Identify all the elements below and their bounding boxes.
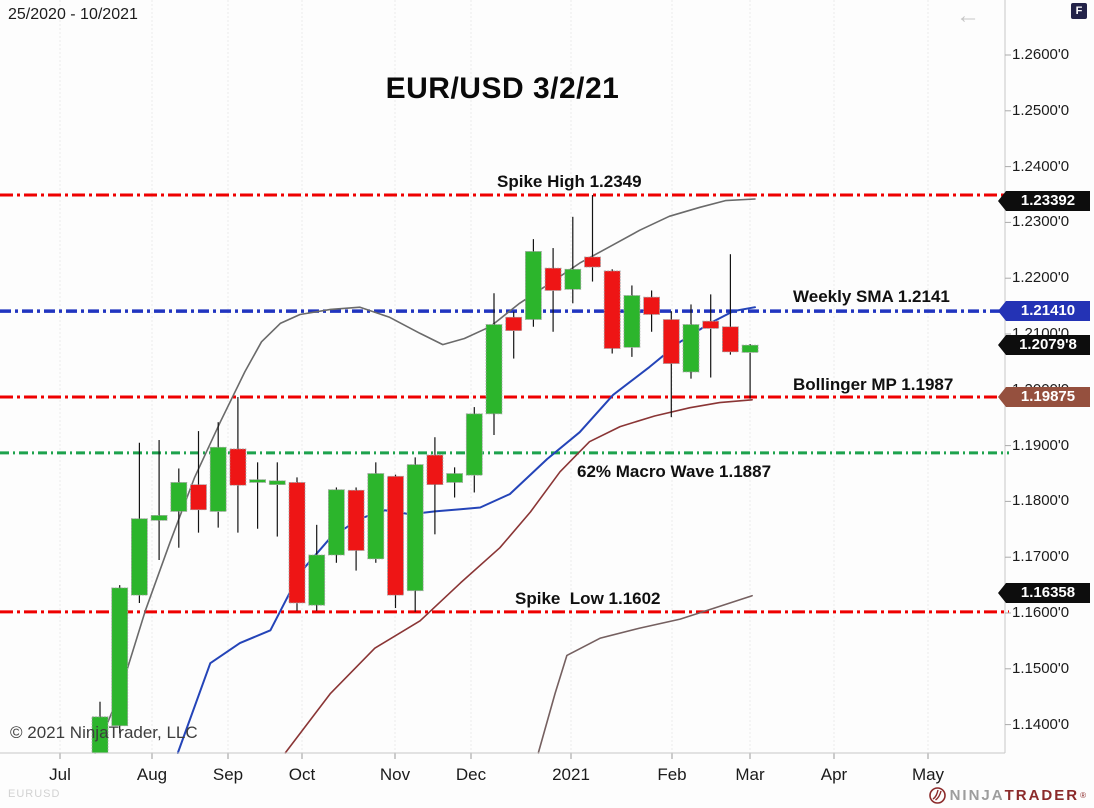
- annotation-spike-high: Spike High 1.2349: [497, 172, 642, 192]
- candle-body: [722, 326, 739, 353]
- annotation-weekly-sma: Weekly SMA 1.2141: [793, 287, 950, 307]
- price-badge: 1.16358: [998, 583, 1090, 604]
- time-axis-label: Nov: [379, 765, 411, 784]
- candle-body: [268, 480, 286, 486]
- time-axis-label: Jul: [49, 765, 71, 784]
- price-axis-label: 1.2200'0: [1012, 269, 1070, 287]
- time-axis-label: 2021: [552, 765, 590, 784]
- price-axis-label: 1.1700'0: [1012, 548, 1070, 566]
- candle-body: [603, 270, 621, 349]
- candle-body: [505, 316, 523, 332]
- candle-body: [623, 295, 641, 348]
- candle-body: [190, 484, 207, 511]
- candle-body: [406, 464, 424, 592]
- annotation-macro-wave: 62% Macro Wave 1.1887: [577, 461, 772, 481]
- candle-body: [308, 554, 326, 606]
- candle-body: [367, 473, 385, 560]
- price-badge-arrow: [998, 335, 1006, 356]
- time-axis-label: Oct: [288, 765, 316, 784]
- candle-body: [229, 448, 247, 486]
- price-axis-label: 1.1900'0: [1012, 436, 1070, 454]
- date-range-label: 25/2020 - 10/2021: [8, 6, 138, 23]
- candle-body: [643, 296, 660, 315]
- price-axis-label: 1.2600'0: [1012, 46, 1070, 63]
- candle-body: [288, 482, 306, 604]
- time-axis-label: Dec: [455, 765, 487, 784]
- overlay-lower-band: [537, 594, 753, 754]
- price-axis-label: 1.2500'0: [1012, 101, 1070, 119]
- candle-body: [130, 518, 148, 596]
- candle-body: [485, 324, 503, 415]
- annotation-spike-low: Spike Low 1.1602: [515, 588, 661, 608]
- price-axis-label: 1.1600'0: [1012, 604, 1070, 621]
- copyright-text: © 2021 NinjaTrader, LLC: [10, 723, 198, 742]
- features-icon[interactable]: F: [1071, 3, 1087, 19]
- price-axis-label: 1.2300'0: [1012, 213, 1070, 231]
- time-axis-label: Mar: [735, 765, 765, 784]
- price-badge-arrow: [998, 386, 1006, 407]
- candle-body: [347, 489, 365, 551]
- price-axis-label: 1.1500'0: [1012, 659, 1070, 677]
- candle-body: [525, 251, 542, 320]
- candle-body: [662, 319, 680, 364]
- candle-body: [465, 413, 483, 476]
- overlay-middle-band: [284, 398, 753, 754]
- candle-body: [111, 587, 129, 727]
- candle-body: [741, 344, 759, 353]
- candle-body: [426, 454, 444, 486]
- price-badge-arrow: [998, 190, 1006, 211]
- candle-body: [387, 475, 404, 596]
- horizontal-annotation-lines: [0, 193, 1009, 614]
- candle-body: [249, 479, 267, 483]
- axis-borders: [0, 0, 1011, 754]
- time-axis-label: Apr: [820, 765, 848, 784]
- price-badge: 1.2079'8: [998, 335, 1090, 356]
- candle-body: [150, 514, 168, 521]
- annotation-bollinger-mp: Bollinger MP 1.1987: [793, 375, 954, 395]
- symbol-watermark: EURUSD: [8, 788, 61, 800]
- logo-text-ninja: NINJA: [949, 787, 1005, 804]
- logo-registered-mark: ®: [1080, 791, 1088, 800]
- candle-body: [544, 267, 562, 291]
- scroll-back-arrow-icon[interactable]: ←: [956, 2, 980, 29]
- price-axis-label: 1.1400'0: [1012, 715, 1070, 733]
- candle-body: [584, 256, 601, 268]
- price-badge: 1.19875: [998, 386, 1090, 407]
- price-badge: 1.23392: [998, 190, 1090, 211]
- candlesticks: [91, 195, 759, 754]
- time-axis-label: Aug: [136, 765, 168, 784]
- time-axis-label: May: [911, 765, 945, 784]
- candle-body: [327, 489, 345, 556]
- price-badge-arrow: [998, 301, 1006, 322]
- candle-body: [682, 324, 700, 373]
- logo-text-trader: TRADER: [1004, 787, 1080, 804]
- chart-title: EUR/USD 3/2/21: [385, 72, 620, 105]
- ninjatrader-logo: NINJA TRADER ®: [928, 787, 1088, 804]
- price-axis-label: 1.2400'0: [1012, 157, 1070, 175]
- price-badge-arrow: [998, 583, 1006, 604]
- candle-body: [170, 482, 188, 512]
- price-axis-label: 1.1800'0: [1012, 492, 1070, 510]
- candle-body: [702, 320, 720, 329]
- time-axis-label: Feb: [657, 765, 687, 784]
- candle-body: [446, 473, 464, 483]
- candle-body: [209, 446, 227, 512]
- time-axis-label: Sep: [212, 765, 244, 784]
- price-badge: 1.21410: [998, 301, 1090, 322]
- candle-body: [564, 268, 582, 290]
- ninjatrader-logo-icon: [928, 787, 946, 804]
- overlay-weekly-sma-line: [176, 306, 756, 754]
